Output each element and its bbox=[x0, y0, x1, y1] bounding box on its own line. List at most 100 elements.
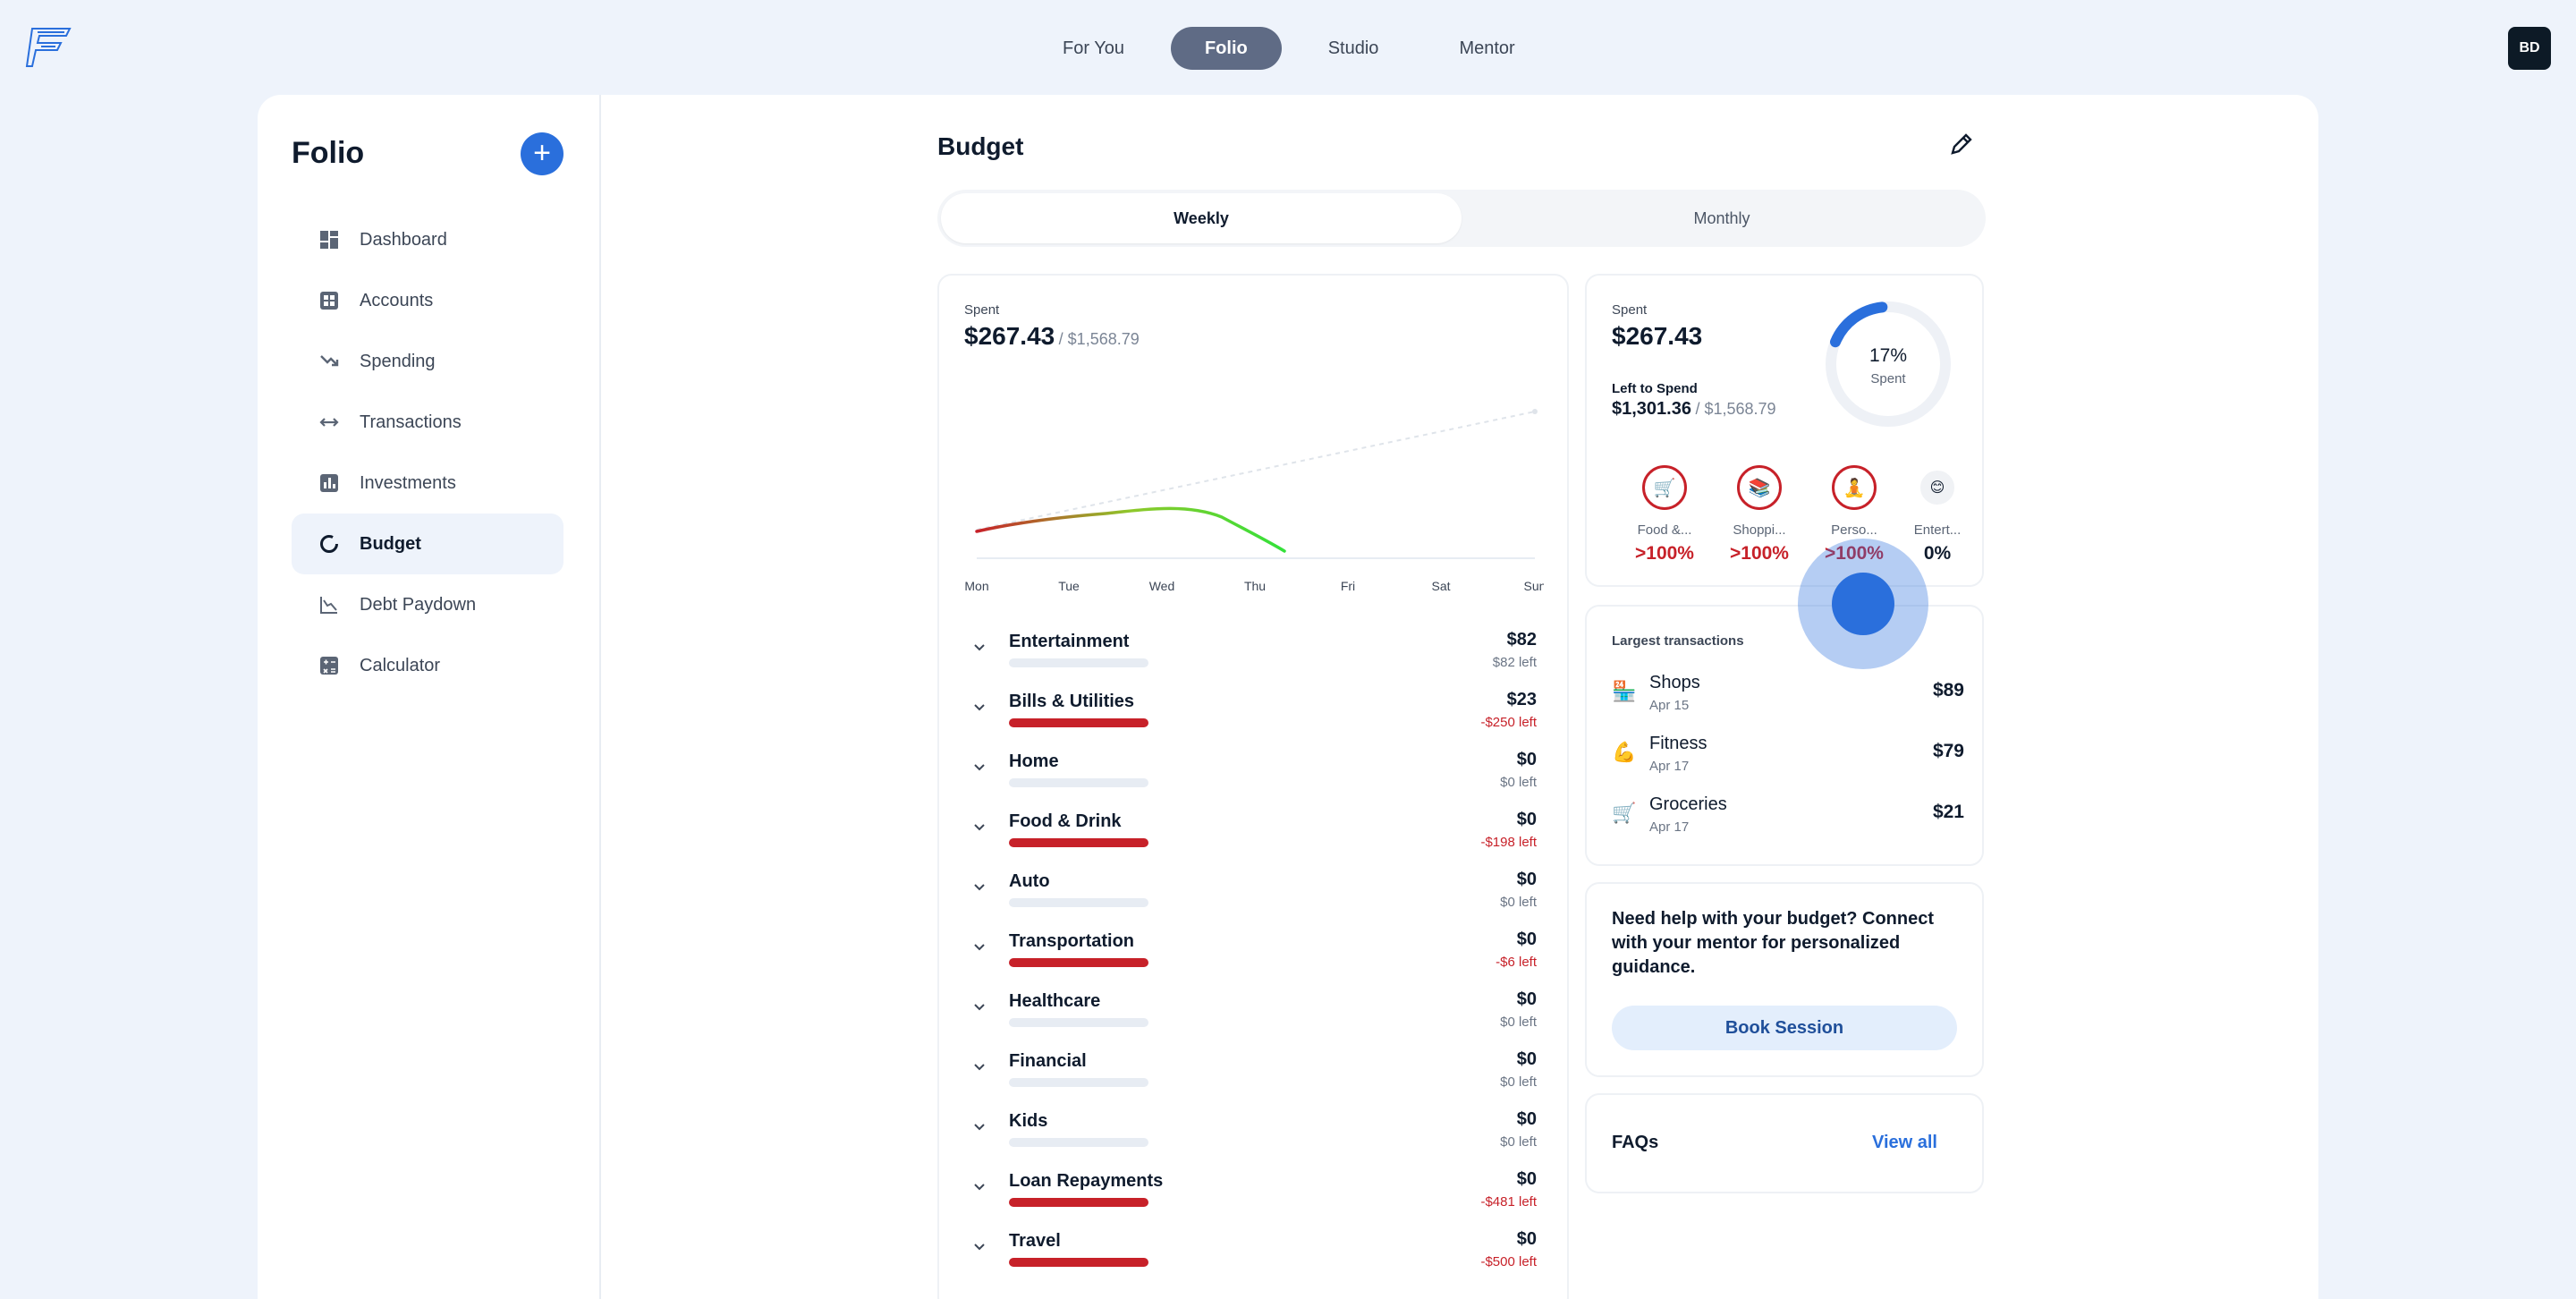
category-remaining: $82 left bbox=[1492, 655, 1537, 670]
chevron-down-icon[interactable] bbox=[971, 1178, 987, 1194]
top-nav: For You Folio Studio Mentor bbox=[1029, 27, 1549, 70]
shop-icon: 🏪 bbox=[1612, 680, 1637, 702]
transaction-row[interactable]: 💪 Fitness Apr 17 $79 bbox=[1612, 734, 1964, 787]
category-row[interactable]: Travel $0 -$500 left bbox=[962, 1226, 1547, 1286]
sidebar: Folio + Dashboard Accounts Spending bbox=[258, 95, 601, 1299]
category-remaining: $0 left bbox=[1500, 1015, 1537, 1030]
category-remaining: -$481 left bbox=[1480, 1194, 1537, 1210]
category-row[interactable]: Kids $0 $0 left bbox=[962, 1106, 1547, 1166]
chevron-down-icon[interactable] bbox=[971, 819, 987, 835]
main-panel: Folio + Dashboard Accounts Spending bbox=[258, 95, 2318, 1299]
period-toggle: Weekly Monthly bbox=[937, 190, 1986, 247]
tab-monthly[interactable]: Monthly bbox=[1693, 208, 1750, 227]
tab-studio[interactable]: Studio bbox=[1327, 38, 1379, 58]
category-list: Entertainment $82 $82 left Bills & Utilitie… bbox=[962, 626, 1547, 1286]
sidebar-item-accounts[interactable]: Accounts bbox=[292, 270, 564, 331]
sidebar-item-transactions[interactable]: Transactions bbox=[292, 392, 564, 453]
category-shopping[interactable]: 📚 Shoppi... >100% bbox=[1712, 465, 1807, 565]
transaction-name: Fitness bbox=[1649, 734, 1707, 753]
sidebar-item-budget[interactable]: Budget bbox=[292, 514, 564, 574]
transaction-row[interactable]: 🏪 Shops Apr 15 $89 bbox=[1612, 673, 1964, 726]
day-labels: Mon Tue Wed Thu Fri Sat Sun bbox=[964, 579, 1546, 593]
chevron-down-icon[interactable] bbox=[971, 1238, 987, 1254]
sidebar-item-dashboard[interactable]: Dashboard bbox=[292, 209, 564, 270]
ring-track bbox=[1826, 301, 1951, 427]
largest-transactions-title: Largest transactions bbox=[1612, 633, 1744, 649]
transaction-row[interactable]: 🛒 Groceries Apr 17 $21 bbox=[1612, 794, 1964, 848]
user-avatar[interactable]: BD bbox=[2508, 27, 2551, 70]
chevron-down-icon[interactable] bbox=[971, 938, 987, 955]
tab-for-you[interactable]: For You bbox=[1063, 38, 1124, 58]
sidebar-item-label: Debt Paydown bbox=[360, 594, 477, 615]
book-session-button[interactable]: Book Session bbox=[1612, 1006, 1957, 1050]
transaction-date: Apr 17 bbox=[1649, 759, 1690, 774]
category-entertainment[interactable]: 😊 Entert... 0% bbox=[1902, 465, 1973, 565]
sidebar-item-investments[interactable]: Investments bbox=[292, 453, 564, 514]
mentor-help-card: Need help with your budget? Connect with… bbox=[1585, 882, 1984, 1077]
category-name: Bills & Utilities bbox=[1009, 692, 1135, 711]
chevron-down-icon[interactable] bbox=[971, 699, 987, 715]
category-amount: $82 bbox=[1506, 630, 1537, 650]
category-percent: >100% bbox=[1635, 543, 1694, 564]
sidebar-item-debt-paydown[interactable]: Debt Paydown bbox=[292, 574, 564, 635]
category-remaining: -$250 left bbox=[1480, 715, 1537, 730]
view-all-link[interactable]: View all bbox=[1871, 1133, 1937, 1152]
chevron-down-icon[interactable] bbox=[971, 639, 987, 655]
budget-pace-end-point bbox=[1532, 409, 1538, 414]
category-row[interactable]: Auto $0 $0 left bbox=[962, 866, 1547, 926]
chevron-down-icon[interactable] bbox=[971, 1058, 987, 1074]
category-progress-bar bbox=[1009, 1258, 1148, 1267]
category-amount: $0 bbox=[1516, 870, 1537, 889]
category-name: Auto bbox=[1009, 871, 1050, 891]
chevron-down-icon[interactable] bbox=[971, 1118, 987, 1134]
category-amount: $0 bbox=[1516, 1169, 1537, 1189]
summary-spent-label: Spent bbox=[1612, 302, 1648, 318]
category-progress-bar bbox=[1009, 658, 1148, 667]
category-personal[interactable]: 🧘 Perso... >100% bbox=[1807, 465, 1902, 565]
spending-chart-svg: Mon Tue Wed Thu Fri Sat Sun bbox=[964, 409, 1546, 593]
category-row[interactable]: Home $0 $0 left bbox=[962, 746, 1547, 806]
pencil-icon[interactable] bbox=[1948, 131, 1975, 157]
category-row[interactable]: Bills & Utilities $23 -$250 left bbox=[962, 686, 1547, 746]
chevron-down-icon[interactable] bbox=[971, 759, 987, 775]
help-text: Need help with your budget? Connect with… bbox=[1612, 909, 1934, 977]
category-progress-bar bbox=[1009, 718, 1148, 727]
category-row[interactable]: Healthcare $0 $0 left bbox=[962, 986, 1547, 1046]
category-name: Perso... bbox=[1831, 522, 1877, 538]
category-progress-bar bbox=[1009, 1138, 1148, 1147]
transactions-icon bbox=[318, 412, 340, 433]
spent-progress-ring: 17% Spent bbox=[1826, 301, 1951, 427]
category-remaining: -$6 left bbox=[1496, 955, 1537, 970]
day-label-thu: Thu bbox=[1244, 579, 1266, 593]
chevron-down-icon[interactable] bbox=[971, 879, 987, 895]
chevron-down-icon[interactable] bbox=[971, 998, 987, 1015]
debt-icon bbox=[318, 594, 340, 616]
books-icon: 📚 bbox=[1737, 465, 1782, 510]
category-name: Food & Drink bbox=[1009, 811, 1122, 831]
category-row[interactable]: Entertainment $82 $82 left bbox=[962, 626, 1547, 686]
transaction-date: Apr 15 bbox=[1649, 698, 1690, 713]
dashboard-icon bbox=[318, 229, 340, 250]
category-food-drink[interactable]: 🛒 Food &... >100% bbox=[1617, 465, 1712, 565]
category-progress-bar bbox=[1009, 898, 1148, 907]
category-row[interactable]: Transportation $0 -$6 left bbox=[962, 926, 1547, 986]
category-remaining: $0 left bbox=[1500, 1074, 1537, 1090]
category-percent: >100% bbox=[1730, 543, 1789, 564]
day-label-sat: Sat bbox=[1431, 579, 1450, 593]
tab-folio[interactable]: Folio bbox=[1170, 27, 1282, 70]
tab-weekly[interactable]: Weekly bbox=[941, 193, 1462, 243]
spent-value: $267.43 bbox=[964, 322, 1055, 350]
category-row[interactable]: Loan Repayments $0 -$481 left bbox=[962, 1166, 1547, 1226]
folio-logo[interactable] bbox=[25, 25, 73, 70]
sidebar-item-label: Dashboard bbox=[360, 229, 447, 250]
category-row[interactable]: Financial $0 $0 left bbox=[962, 1046, 1547, 1106]
sidebar-item-spending[interactable]: Spending bbox=[292, 331, 564, 392]
category-row[interactable]: Food & Drink $0 -$198 left bbox=[962, 806, 1547, 866]
transaction-amount: $79 bbox=[1932, 741, 1964, 761]
category-progress-bar bbox=[1009, 1018, 1148, 1027]
meditation-icon: 🧘 bbox=[1832, 465, 1877, 510]
sidebar-item-calculator[interactable]: Calculator bbox=[292, 635, 564, 696]
tab-mentor[interactable]: Mentor bbox=[1459, 38, 1515, 58]
sidebar-item-label: Budget bbox=[360, 533, 421, 554]
add-button[interactable]: + bbox=[521, 132, 564, 175]
